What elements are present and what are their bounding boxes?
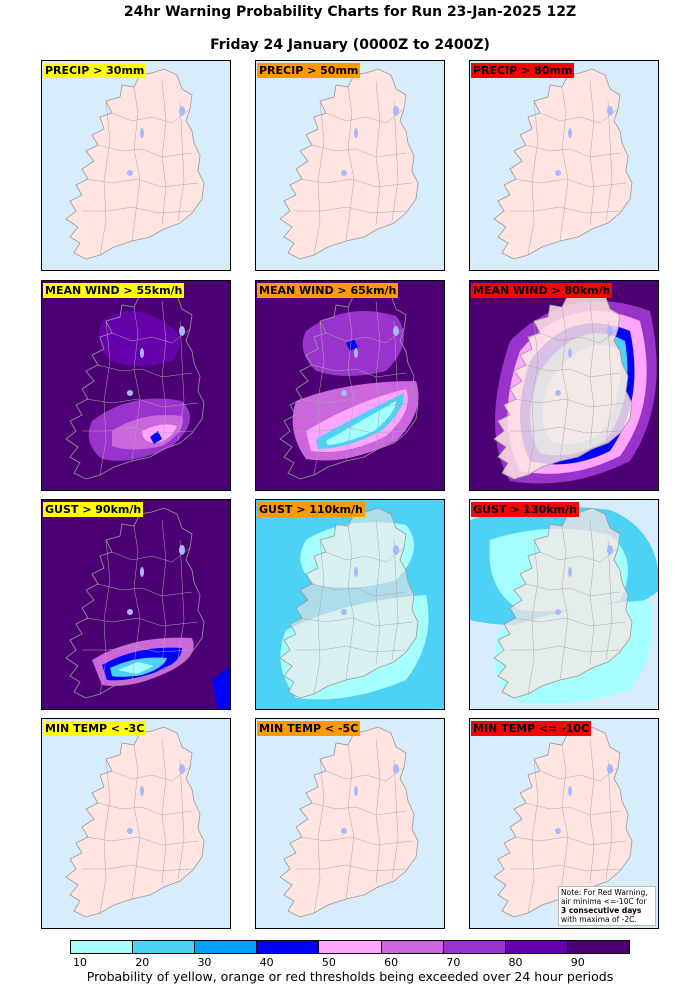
panel-threshold-label: GUST > 110km/h [257,502,365,517]
ireland-map [256,61,444,270]
map-panel: MEAN WIND > 80km/h [469,280,659,491]
map-panel: PRECIP > 50mm [255,60,445,271]
panel-threshold-label: PRECIP > 80mm [471,63,575,78]
map-panel: GUST > 130km/h [469,499,659,710]
map-panel: MIN TEMP <= -10C Note: For Red Warning, ai… [469,718,659,929]
red-warning-note: Note: For Red Warning, air minima <=-10C … [558,886,656,926]
ireland-map [42,500,230,709]
colorbar-segment [381,941,444,953]
colorbar-tick-label: 70 [446,956,461,969]
colorbar-segment [133,941,196,953]
ireland-map [42,281,230,490]
colorbar-segment [443,941,506,953]
ireland-map [256,500,444,709]
colorbar-segment [567,941,629,953]
note-text: Note: For Red Warning, [561,888,648,897]
ireland-map [256,719,444,928]
ireland-map [470,500,658,709]
map-panel: GUST > 90km/h [41,499,231,710]
ireland-map [42,719,230,928]
colorbar-tick-label: 90 [570,956,585,969]
panel-threshold-label: MEAN WIND > 55km/h [43,283,185,298]
colorbar-tick-label: 30 [197,956,212,969]
colorbar-segment [505,941,568,953]
colorbar-tick-label: 80 [508,956,523,969]
colorbar-segment [257,941,320,953]
panel-threshold-label: MEAN WIND > 65km/h [257,283,399,298]
map-panel: GUST > 110km/h [255,499,445,710]
map-panel: PRECIP > 80mm [469,60,659,271]
colorbar-tick-label: 60 [384,956,399,969]
colorbar-segment [319,941,382,953]
note-text: with maxima of -2C. [561,915,637,924]
ireland-map [256,281,444,490]
map-panel: MEAN WIND > 55km/h [41,280,231,491]
map-panel: MIN TEMP < -3C [41,718,231,929]
ireland-map [470,61,658,270]
colorbar-tick-label: 50 [321,956,336,969]
map-panel: MIN TEMP < -5C [255,718,445,929]
panel-threshold-label: MIN TEMP < -5C [257,721,361,736]
panel-threshold-label: PRECIP > 50mm [257,63,361,78]
panel-threshold-label: MIN TEMP < -3C [43,721,147,736]
ireland-map [470,281,658,490]
panel-threshold-label: GUST > 90km/h [43,502,144,517]
panel-threshold-label: MEAN WIND > 80km/h [471,283,613,298]
panel-threshold-label: GUST > 130km/h [471,502,579,517]
colorbar-caption: Probability of yellow, orange or red thr… [86,969,614,984]
colorbar [70,940,630,954]
map-panel: PRECIP > 30mm [41,60,231,271]
ireland-map [42,61,230,270]
colorbar-segment [71,941,134,953]
note-text: air minima <=-10C for [561,897,647,906]
colorbar-tick-label: 20 [135,956,150,969]
colorbar-segment [195,941,258,953]
colorbar-tick-label: 10 [73,956,87,969]
map-panel: MEAN WIND > 65km/h [255,280,445,491]
chart-title: 24hr Warning Probability Charts for Run … [123,4,577,20]
colorbar-tick-label: 40 [259,956,274,969]
panel-threshold-label: MIN TEMP <= -10C [471,721,592,736]
panel-threshold-label: PRECIP > 30mm [43,63,147,78]
chart-subtitle: Friday 24 January (0000Z to 2400Z) [210,37,490,53]
note-text: 3 consecutive days [561,906,642,915]
